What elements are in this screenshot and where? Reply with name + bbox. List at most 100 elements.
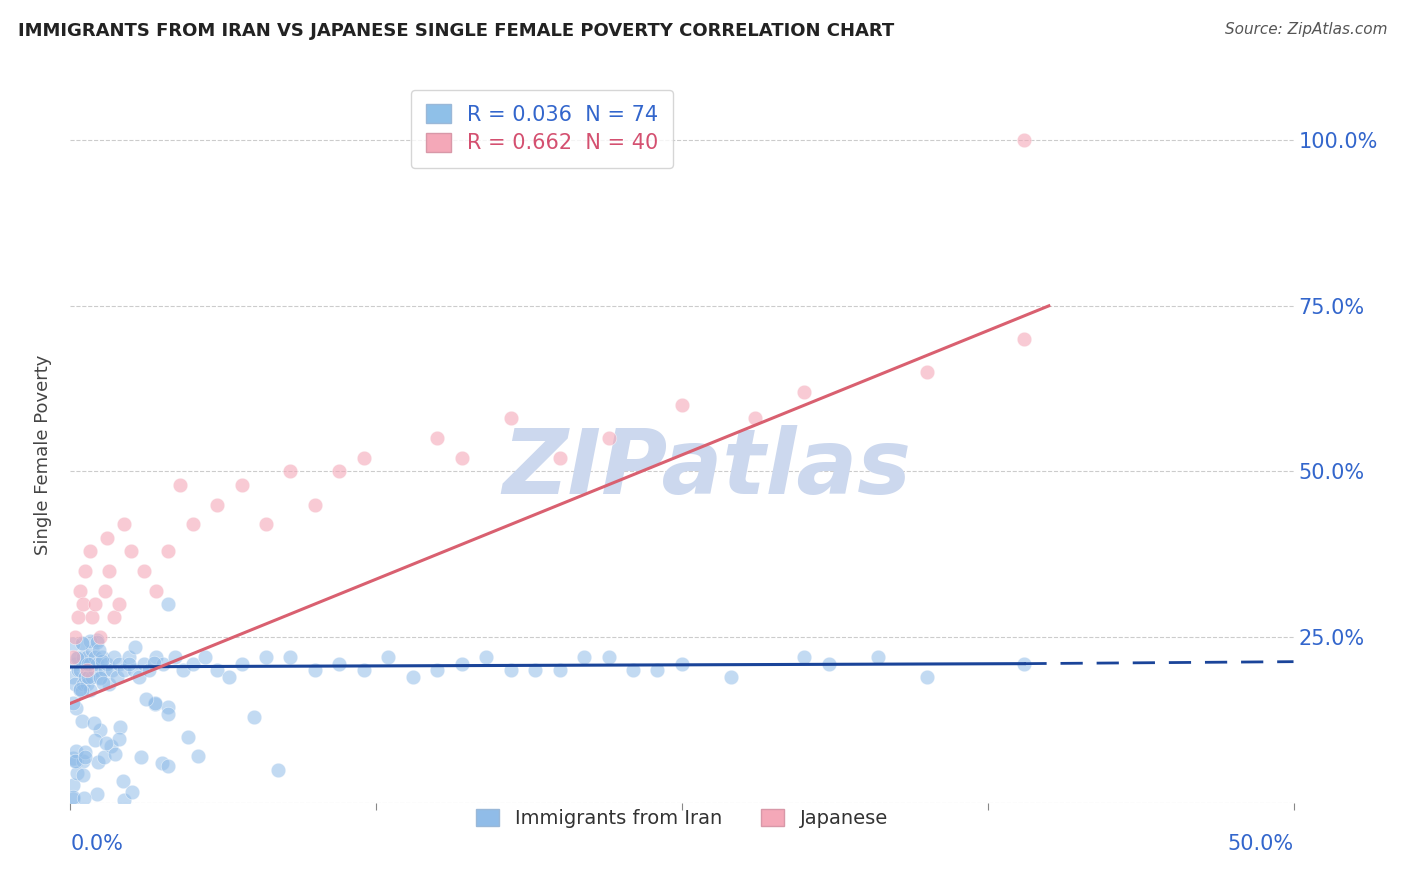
- Point: [499, 663, 522, 677]
- Point: [96, 531, 118, 545]
- Point: [475, 650, 498, 665]
- Point: [157, 758, 180, 772]
- Point: [73, 670, 96, 684]
- Point: [817, 657, 839, 671]
- Point: [86, 632, 108, 647]
- Text: 0.0%: 0.0%: [70, 834, 124, 855]
- Point: [177, 730, 200, 744]
- Point: [304, 498, 326, 512]
- Point: [82, 643, 104, 657]
- Point: [145, 583, 167, 598]
- Point: [87, 756, 110, 770]
- Point: [66, 650, 89, 665]
- Point: [93, 663, 115, 677]
- Point: [172, 663, 194, 677]
- Text: Source: ZipAtlas.com: Source: ZipAtlas.com: [1225, 22, 1388, 37]
- Point: [132, 564, 155, 578]
- Point: [143, 697, 166, 711]
- Point: [62, 792, 84, 806]
- Point: [720, 670, 742, 684]
- Point: [91, 654, 114, 668]
- Point: [79, 657, 101, 671]
- Point: [129, 749, 152, 764]
- Point: [76, 657, 98, 671]
- Point: [91, 675, 114, 690]
- Point: [243, 709, 266, 723]
- Point: [83, 732, 105, 747]
- Point: [621, 663, 644, 677]
- Point: [915, 670, 938, 684]
- Point: [671, 398, 693, 412]
- Point: [70, 714, 93, 728]
- Point: [89, 671, 111, 685]
- Point: [72, 637, 94, 651]
- Point: [450, 451, 472, 466]
- Point: [267, 763, 290, 777]
- Point: [598, 650, 620, 665]
- Point: [63, 755, 86, 769]
- Point: [69, 663, 91, 677]
- Point: [118, 650, 141, 665]
- Point: [112, 773, 135, 788]
- Point: [79, 544, 101, 558]
- Point: [70, 636, 93, 650]
- Point: [598, 431, 620, 445]
- Text: 50.0%: 50.0%: [1227, 834, 1294, 855]
- Point: [62, 751, 84, 765]
- Point: [572, 650, 595, 665]
- Point: [62, 670, 84, 684]
- Point: [86, 788, 108, 802]
- Point: [104, 747, 127, 761]
- Point: [165, 650, 187, 665]
- Point: [128, 670, 150, 684]
- Point: [76, 676, 98, 690]
- Point: [353, 663, 375, 677]
- Point: [548, 451, 571, 466]
- Point: [866, 650, 889, 665]
- Point: [62, 790, 84, 805]
- Point: [157, 706, 180, 721]
- Text: IMMIGRANTS FROM IRAN VS JAPANESE SINGLE FEMALE POVERTY CORRELATION CHART: IMMIGRANTS FROM IRAN VS JAPANESE SINGLE …: [18, 22, 894, 40]
- Point: [108, 719, 131, 733]
- Point: [186, 749, 208, 764]
- Point: [76, 650, 98, 665]
- Point: [65, 701, 87, 715]
- Point: [450, 657, 472, 671]
- Point: [107, 731, 129, 746]
- Point: [671, 657, 693, 671]
- Point: [79, 683, 101, 698]
- Point: [65, 754, 87, 768]
- Point: [152, 756, 174, 770]
- Point: [91, 650, 114, 665]
- Point: [63, 657, 86, 671]
- Point: [254, 650, 277, 665]
- Point: [205, 498, 228, 512]
- Point: [499, 411, 522, 425]
- Point: [69, 583, 91, 598]
- Point: [1014, 332, 1036, 346]
- Point: [105, 670, 128, 684]
- Point: [96, 657, 118, 671]
- Point: [108, 597, 131, 611]
- Point: [744, 411, 766, 425]
- Point: [793, 650, 815, 665]
- Point: [73, 564, 96, 578]
- Point: [87, 643, 110, 657]
- Point: [1014, 133, 1036, 147]
- Point: [231, 477, 253, 491]
- Point: [280, 650, 302, 665]
- Point: [89, 670, 111, 684]
- Point: [62, 650, 84, 665]
- Point: [65, 744, 87, 758]
- Point: [157, 544, 180, 558]
- Point: [62, 778, 84, 792]
- Point: [72, 754, 94, 768]
- Point: [83, 650, 105, 665]
- Point: [62, 637, 84, 651]
- Point: [117, 657, 139, 671]
- Point: [218, 670, 240, 684]
- Text: ZIPatlas: ZIPatlas: [502, 425, 911, 513]
- Point: [169, 477, 191, 491]
- Point: [98, 564, 121, 578]
- Point: [98, 676, 121, 690]
